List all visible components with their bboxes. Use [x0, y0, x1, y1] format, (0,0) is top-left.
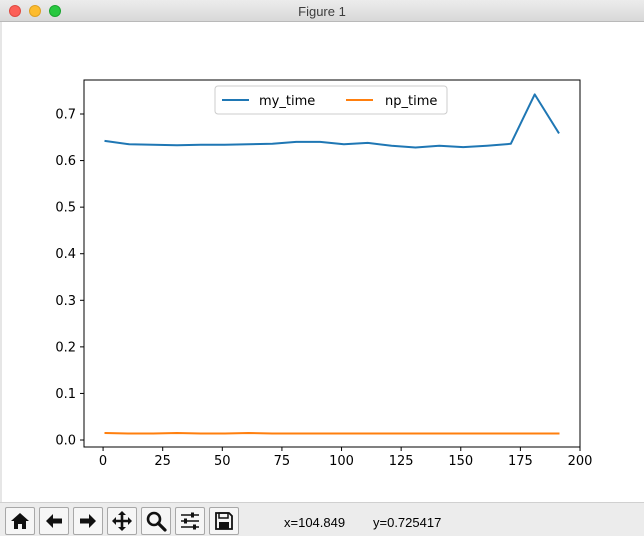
legend-label-my-time: my_time	[259, 94, 315, 109]
y-tick-label: 0.5	[55, 201, 76, 216]
legend-label-np-time: np_time	[385, 94, 437, 109]
y-tick-label: 0.0	[55, 434, 76, 449]
y-tick-label: 0.4	[55, 247, 76, 262]
save-icon	[215, 512, 233, 530]
configure-subplots-icon	[181, 512, 199, 530]
x-tick-label: 25	[154, 454, 171, 469]
window-edge	[0, 22, 2, 502]
back-arrow-icon	[46, 514, 62, 528]
x-tick-label: 75	[274, 454, 291, 469]
close-window-button[interactable]	[9, 5, 21, 17]
x-tick-label: 50	[214, 454, 231, 469]
x-tick-label: 0	[99, 454, 107, 469]
plot-area	[83, 79, 581, 448]
maximize-window-button[interactable]	[49, 5, 61, 17]
navigation-toolbar: x=104.849 y=0.725417	[0, 502, 644, 536]
x-tick-label: 125	[389, 454, 414, 469]
x-tick-label: 200	[568, 454, 593, 469]
y-tick-label: 0.6	[55, 154, 76, 169]
series-line-np-time	[104, 431, 560, 435]
x-tick-label: 150	[448, 454, 473, 469]
forward-button[interactable]	[73, 507, 103, 535]
x-tick-label: 175	[508, 454, 533, 469]
home-button[interactable]	[5, 507, 35, 535]
zoom-button[interactable]	[141, 507, 171, 535]
figure-canvas[interactable]: 0 25 50 75 100 125 150 175 200 0.0 0.1 0.2 0.3 0.4 0.…	[0, 22, 644, 502]
home-icon	[11, 513, 29, 529]
minimize-window-button[interactable]	[29, 5, 41, 17]
cursor-x-readout: x=104.849	[284, 515, 346, 530]
y-tick-label: 0.7	[55, 107, 76, 122]
legend-box	[214, 85, 448, 115]
forward-arrow-icon	[80, 514, 96, 528]
save-button[interactable]	[209, 507, 239, 535]
window-titlebar: Figure 1	[0, 0, 644, 22]
zoom-icon	[146, 511, 167, 532]
pan-button[interactable]	[107, 507, 137, 535]
y-tick-label: 0.2	[55, 340, 76, 355]
series-line-my-time	[104, 93, 560, 149]
back-button[interactable]	[39, 507, 69, 535]
pan-icon	[112, 511, 132, 531]
x-tick-label: 100	[329, 454, 354, 469]
y-tick-label: 0.3	[55, 294, 76, 309]
window-title: Figure 1	[298, 4, 346, 19]
cursor-y-readout: y=0.725417	[373, 515, 442, 530]
y-tick-label: 0.1	[55, 387, 76, 402]
configure-subplots-button[interactable]	[175, 507, 205, 535]
line-chart: 0 25 50 75 100 125 150 175 200 0.0 0.1 0.2 0.3 0.4 0.…	[55, 79, 593, 469]
